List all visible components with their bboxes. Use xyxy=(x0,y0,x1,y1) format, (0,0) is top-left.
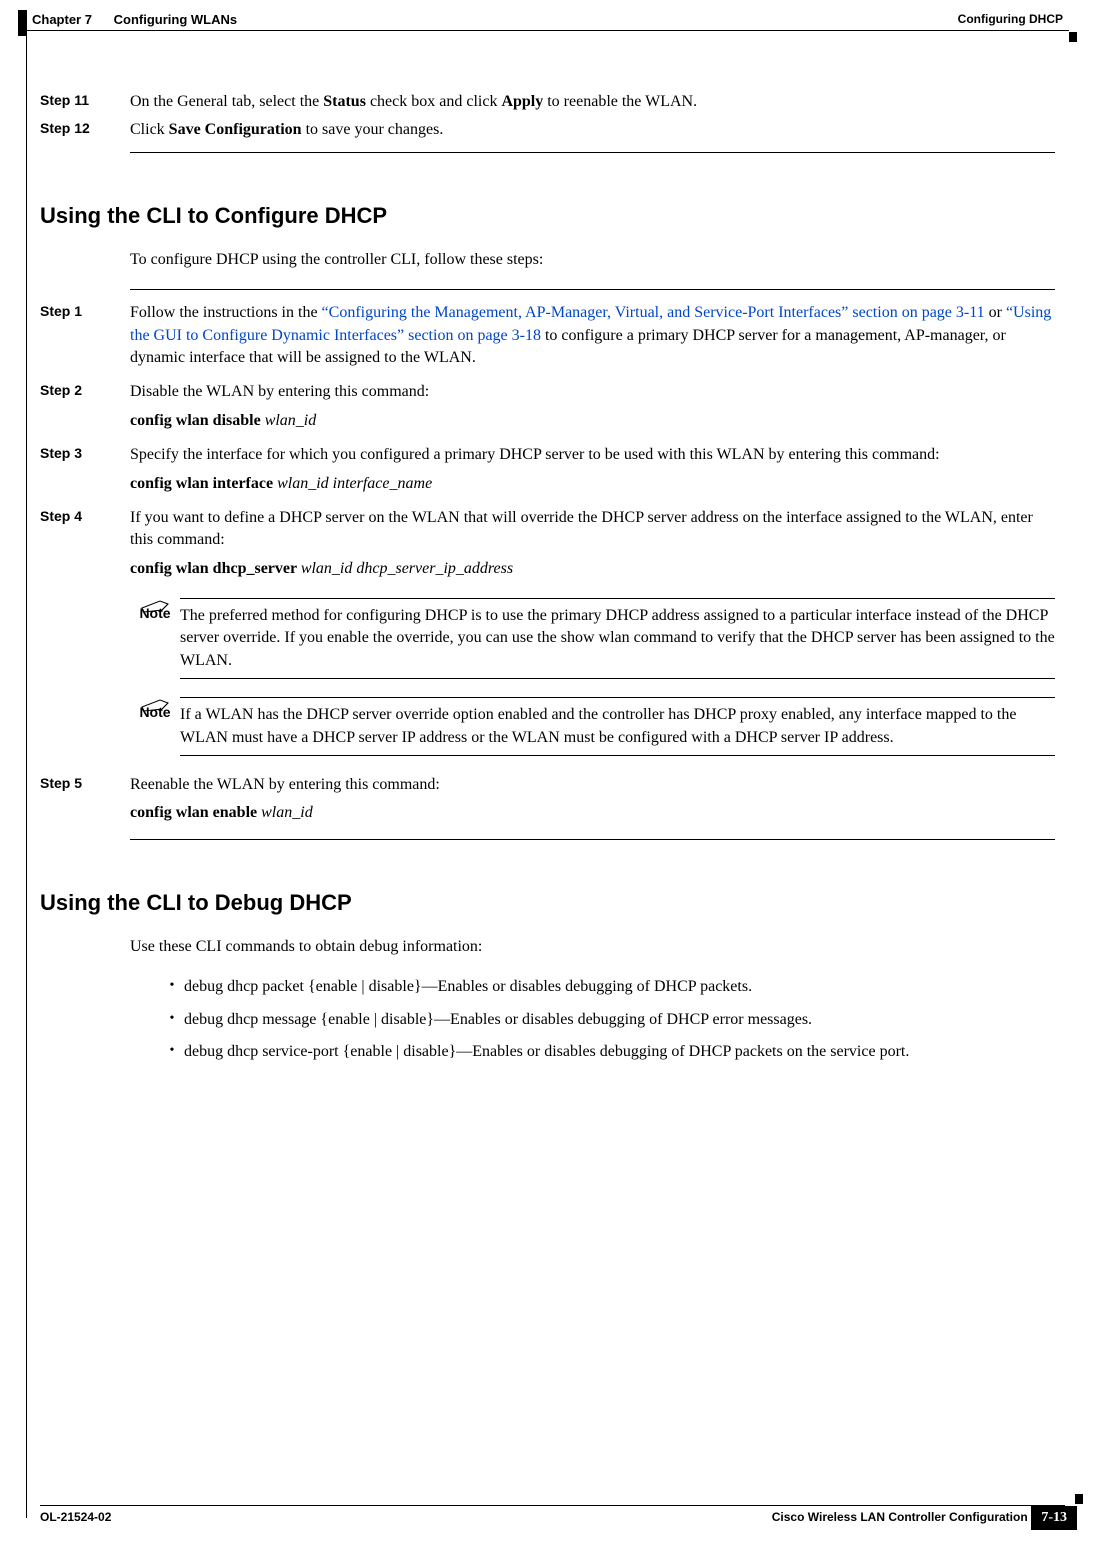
step-row: Step 4If you want to define a DHCP serve… xyxy=(40,507,1055,580)
step-label: Step 5 xyxy=(40,774,130,825)
header-section: Configuring DHCP xyxy=(958,12,1063,27)
header-rule xyxy=(26,30,1069,31)
section1-steps: Step 1Follow the instructions in the “Co… xyxy=(40,302,1055,580)
page-number: 7-13 xyxy=(1031,1506,1077,1530)
step-row: Step 2Disable the WLAN by entering this … xyxy=(40,381,1055,432)
steps-end-rule xyxy=(130,152,1055,153)
footer-marker-right xyxy=(1075,1494,1083,1504)
footer-doc-id: OL-21524-02 xyxy=(40,1510,111,1524)
step-body: On the General tab, select the Status ch… xyxy=(130,91,1055,113)
debug-bullet-list: •debug dhcp packet {enable | disable}—En… xyxy=(160,976,1055,1063)
page-footer: OL-21524-02 Cisco Wireless LAN Controlle… xyxy=(40,1505,1065,1524)
note-rule-top xyxy=(180,697,1055,698)
footer-inner: OL-21524-02 Cisco Wireless LAN Controlle… xyxy=(40,1510,1065,1524)
bullet-item: •debug dhcp packet {enable | disable}—En… xyxy=(160,976,1055,998)
footer-rule xyxy=(40,1505,1065,1506)
step-row: Step 3Specify the interface for which yo… xyxy=(40,444,1055,495)
step-row: Step 5 Reenable the WLAN by entering thi… xyxy=(40,774,1055,825)
top-steps: Step 11On the General tab, select the St… xyxy=(40,91,1055,142)
pen-icon xyxy=(140,697,170,713)
step-body: Click Save Configuration to save your ch… xyxy=(130,119,1055,141)
header-marker-left xyxy=(18,10,26,36)
chapter-number: Chapter 7 xyxy=(32,12,92,27)
page-content: Step 11On the General tab, select the St… xyxy=(0,31,1095,1063)
steps-start-rule xyxy=(130,289,1055,290)
note-row: Note If a WLAN has the DHCP server overr… xyxy=(130,702,1055,749)
note-rule-bottom xyxy=(180,678,1055,679)
note-rule-top xyxy=(180,598,1055,599)
page-header: Chapter 7 Configuring WLANs Configuring … xyxy=(0,0,1095,31)
bullet-dot: • xyxy=(160,1009,184,1031)
left-margin-rule xyxy=(26,10,27,1518)
step-label: Step 3 xyxy=(40,444,130,495)
step-row: Step 12Click Save Configuration to save … xyxy=(40,119,1055,141)
note-block-2: Note If a WLAN has the DHCP server overr… xyxy=(130,697,1055,756)
note-icon-wrapper xyxy=(130,598,180,614)
bullet-dot: • xyxy=(160,976,184,998)
step-body: Reenable the WLAN by entering this comma… xyxy=(130,774,1055,825)
note-text-1: The preferred method for configuring DHC… xyxy=(180,603,1055,672)
chapter-title: Configuring WLANs xyxy=(114,12,237,27)
notes-wrapper: Note The preferred method for configurin… xyxy=(130,598,1055,756)
note-text-2: If a WLAN has the DHCP server override o… xyxy=(180,702,1055,749)
bullet-text: debug dhcp message {enable | disable}—En… xyxy=(184,1009,1055,1031)
step-row: Step 11On the General tab, select the St… xyxy=(40,91,1055,113)
bullet-dot: • xyxy=(160,1041,184,1063)
bullet-item: •debug dhcp service-port {enable | disab… xyxy=(160,1041,1055,1063)
bullet-text: debug dhcp packet {enable | disable}—Ena… xyxy=(184,976,1055,998)
note-rule-bottom xyxy=(180,755,1055,756)
bullet-text: debug dhcp service-port {enable | disabl… xyxy=(184,1041,1055,1063)
section1-intro: To configure DHCP using the controller C… xyxy=(130,249,1055,271)
note-row: Note The preferred method for configurin… xyxy=(130,603,1055,672)
step-label: Step 11 xyxy=(40,91,130,113)
header-marker-right xyxy=(1069,32,1077,42)
step-label: Step 12 xyxy=(40,119,130,141)
step-body: Specify the interface for which you conf… xyxy=(130,444,1055,495)
footer-doc-title: Cisco Wireless LAN Controller Configurat… xyxy=(772,1510,1065,1524)
bullet-item: •debug dhcp message {enable | disable}—E… xyxy=(160,1009,1055,1031)
note-icon-wrapper xyxy=(130,697,180,713)
page-number-wrapper: 7-13 xyxy=(1027,1506,1077,1530)
step-label: Step 1 xyxy=(40,302,130,369)
step-row: Step 1Follow the instructions in the “Co… xyxy=(40,302,1055,369)
step-body: Follow the instructions in the “Configur… xyxy=(130,302,1055,369)
footer-right-col: Cisco Wireless LAN Controller Configurat… xyxy=(772,1510,1065,1524)
step-label: Step 4 xyxy=(40,507,130,580)
note-block-1: Note The preferred method for configurin… xyxy=(130,598,1055,679)
step-body: Disable the WLAN by entering this comman… xyxy=(130,381,1055,432)
section2-intro: Use these CLI commands to obtain debug i… xyxy=(130,936,1055,958)
step-label: Step 2 xyxy=(40,381,130,432)
pen-icon xyxy=(140,598,170,614)
section-heading-cli-debug: Using the CLI to Debug DHCP xyxy=(40,890,1055,916)
header-chapter: Chapter 7 Configuring WLANs xyxy=(32,12,237,27)
section-heading-cli-configure: Using the CLI to Configure DHCP xyxy=(40,203,1055,229)
steps-end-rule-2 xyxy=(130,839,1055,840)
step-body: If you want to define a DHCP server on t… xyxy=(130,507,1055,580)
